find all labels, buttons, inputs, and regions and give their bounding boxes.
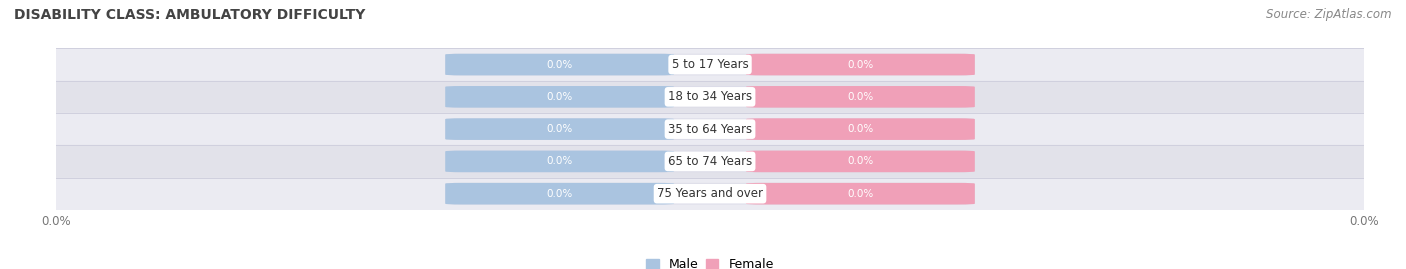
FancyBboxPatch shape: [446, 151, 974, 172]
Text: 0.0%: 0.0%: [848, 156, 873, 167]
FancyBboxPatch shape: [446, 86, 974, 108]
FancyBboxPatch shape: [446, 183, 673, 204]
FancyBboxPatch shape: [747, 151, 974, 172]
FancyBboxPatch shape: [747, 183, 974, 204]
Text: 18 to 34 Years: 18 to 34 Years: [668, 90, 752, 103]
FancyBboxPatch shape: [446, 118, 673, 140]
Text: 0.0%: 0.0%: [547, 124, 572, 134]
Text: DISABILITY CLASS: AMBULATORY DIFFICULTY: DISABILITY CLASS: AMBULATORY DIFFICULTY: [14, 8, 366, 22]
Bar: [56, 113, 1364, 145]
FancyBboxPatch shape: [747, 86, 974, 108]
Bar: [56, 48, 1364, 81]
Text: 65 to 74 Years: 65 to 74 Years: [668, 155, 752, 168]
Text: Source: ZipAtlas.com: Source: ZipAtlas.com: [1267, 8, 1392, 21]
FancyBboxPatch shape: [446, 86, 673, 108]
Bar: [56, 178, 1364, 210]
Text: 0.0%: 0.0%: [547, 189, 572, 199]
Text: 75 Years and over: 75 Years and over: [657, 187, 763, 200]
Text: 5 to 17 Years: 5 to 17 Years: [672, 58, 748, 71]
FancyBboxPatch shape: [446, 54, 974, 75]
Text: 0.0%: 0.0%: [848, 124, 873, 134]
FancyBboxPatch shape: [446, 151, 673, 172]
FancyBboxPatch shape: [446, 183, 974, 204]
FancyBboxPatch shape: [747, 54, 974, 75]
Text: 0.0%: 0.0%: [547, 59, 572, 70]
Bar: [56, 145, 1364, 178]
FancyBboxPatch shape: [446, 118, 974, 140]
Text: 0.0%: 0.0%: [848, 92, 873, 102]
FancyBboxPatch shape: [446, 54, 673, 75]
Text: 0.0%: 0.0%: [547, 156, 572, 167]
Text: 0.0%: 0.0%: [848, 189, 873, 199]
Bar: [56, 81, 1364, 113]
Legend: Male, Female: Male, Female: [641, 253, 779, 269]
Text: 0.0%: 0.0%: [848, 59, 873, 70]
Text: 0.0%: 0.0%: [547, 92, 572, 102]
FancyBboxPatch shape: [747, 118, 974, 140]
Text: 35 to 64 Years: 35 to 64 Years: [668, 123, 752, 136]
